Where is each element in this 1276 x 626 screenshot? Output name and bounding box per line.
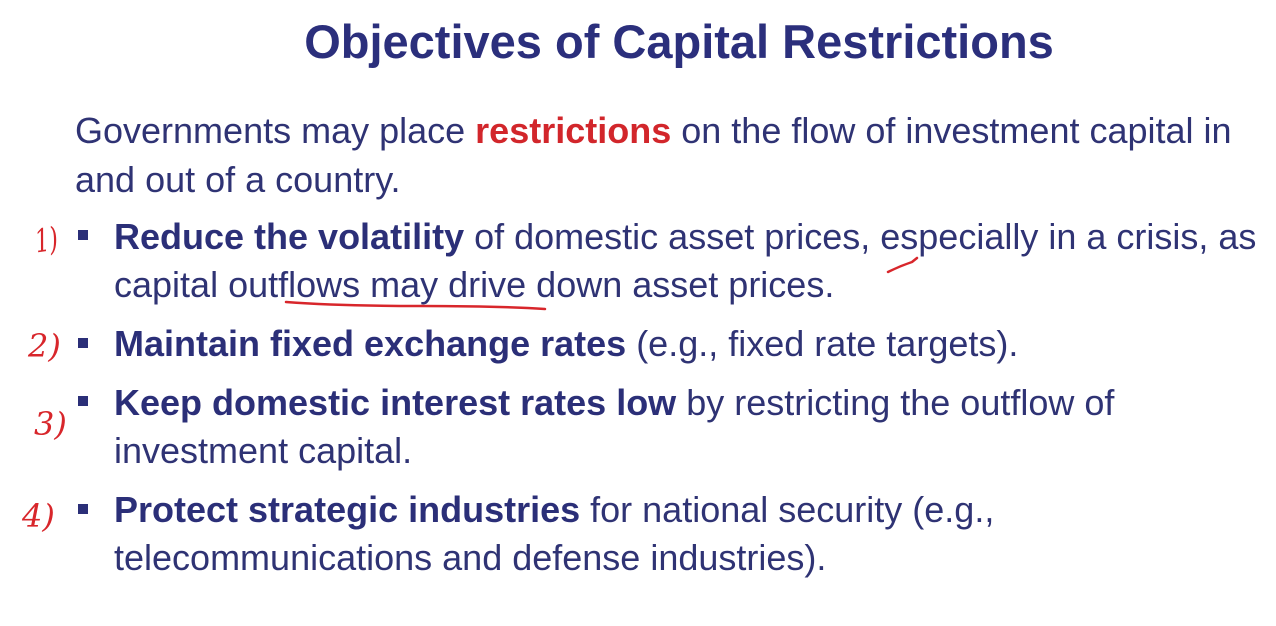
slide-title: Objectives of Capital Restrictions (304, 15, 1054, 68)
bullet-1-text-a: of domestic asset prices, especially in … (464, 216, 1257, 257)
bullet-1-lead: Reduce the volatility (114, 216, 465, 257)
bullet-4-text: for national security (e.g., telecommuni… (114, 489, 995, 578)
bullet-2-lead: Maintain fixed exchange rates (114, 323, 627, 364)
annotation-number-3: 3) (34, 405, 67, 443)
bullet-marker-3 (78, 396, 88, 406)
bullet-3-text: by restricting the outflow of investment… (114, 382, 1115, 471)
bullet-marker-2 (78, 338, 88, 348)
bullet-1-text-b: may drive down asset prices. (360, 264, 835, 305)
bullet-3-lead: Keep domestic interest rates low (114, 382, 677, 423)
intro-paragraph: Governments may place restrictions on th… (75, 106, 1255, 204)
bullet-2: Maintain fixed exchange rates (e.g., fix… (114, 320, 1264, 368)
bullet-4-lead: Protect strategic industries (114, 489, 581, 530)
bullet-2-text: (e.g., fixed rate targets). (626, 323, 1019, 364)
annotation-number-1: 1) (32, 219, 61, 261)
intro-text-before: Governments may place (75, 110, 476, 151)
intro-text-after: on the flow of investment capital in and… (75, 110, 1232, 200)
annotation-number-2: 2) (28, 327, 61, 365)
annotation-number-4: 4) (22, 497, 55, 535)
bullet-marker-1 (78, 230, 88, 240)
bullet-3: Keep domestic interest rates low by rest… (114, 379, 1264, 475)
intro-highlight: restrictions (475, 110, 672, 151)
bullet-marker-4 (78, 504, 88, 514)
bullet-1: Reduce the volatility of domestic asset … (114, 213, 1264, 309)
bullet-4: Protect strategic industries for nationa… (114, 486, 1264, 582)
bullet-1-underlined: capital outflows (114, 264, 361, 305)
